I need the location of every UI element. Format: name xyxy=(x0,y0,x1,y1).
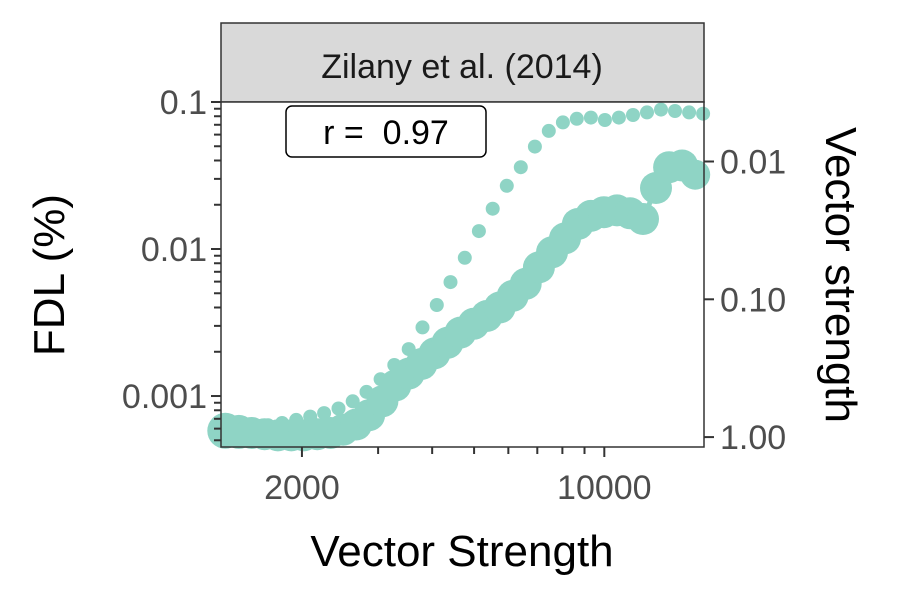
fdl-points xyxy=(207,149,711,452)
vector-strength-point xyxy=(457,250,472,265)
x-axis: 2000 10000 xyxy=(264,447,652,507)
vector-strength-point xyxy=(555,115,570,130)
fdl-point xyxy=(627,203,659,235)
panel-frame xyxy=(220,101,705,448)
vector-strength-point xyxy=(654,102,668,117)
correlation-box xyxy=(285,105,487,158)
vector-strength-point xyxy=(415,320,430,335)
vector-strength-point xyxy=(611,110,626,125)
vector-strength-point xyxy=(471,224,486,239)
vector-strength-point xyxy=(640,105,654,120)
fdl-point xyxy=(680,159,711,190)
vector-strength-point xyxy=(682,105,697,120)
vector-strength-point xyxy=(345,394,360,409)
right-y-axis-title: Vector strength xyxy=(816,127,865,423)
right-tick-label: 0.10 xyxy=(720,281,786,319)
vector-strength-point xyxy=(668,104,682,118)
vector-strength-point xyxy=(429,298,444,312)
vector-strength-point xyxy=(317,406,332,421)
left-y-axis-title: FDL (%) xyxy=(25,194,74,356)
vector-strength-point xyxy=(443,275,458,290)
vector-strength-point xyxy=(499,178,514,193)
correlation-label: r = 0.97 xyxy=(323,114,449,152)
vector-strength-point xyxy=(513,160,528,175)
x-tick-label: 10000 xyxy=(557,469,652,507)
x-tick-label: 2000 xyxy=(264,469,340,507)
facet-strip xyxy=(220,22,705,103)
right-y-axis: 0.01 0.10 1.00 xyxy=(704,144,786,457)
plot-panel xyxy=(221,102,704,447)
vector-strength-point xyxy=(597,113,612,127)
vector-strength-point xyxy=(569,111,584,126)
vector-strength-point xyxy=(541,123,556,138)
right-tick-label: 0.01 xyxy=(720,144,786,182)
vector-strength-point xyxy=(485,201,500,216)
left-tick-label: 0.01 xyxy=(141,231,207,269)
vector-strength-point xyxy=(331,401,346,416)
facet-title: Zilany et al. (2014) xyxy=(321,48,603,86)
x-axis-title: Vector Strength xyxy=(310,527,613,576)
vector-strength-point xyxy=(527,139,542,154)
left-tick-label: 0.1 xyxy=(160,84,207,122)
left-tick-label: 0.001 xyxy=(122,378,207,416)
vector-strength-point xyxy=(583,110,598,125)
left-y-axis: 0.001 0.01 0.1 xyxy=(122,84,221,442)
right-tick-label: 1.00 xyxy=(720,419,786,457)
vector-strength-point xyxy=(626,108,640,122)
vector-strength-point xyxy=(696,106,711,121)
